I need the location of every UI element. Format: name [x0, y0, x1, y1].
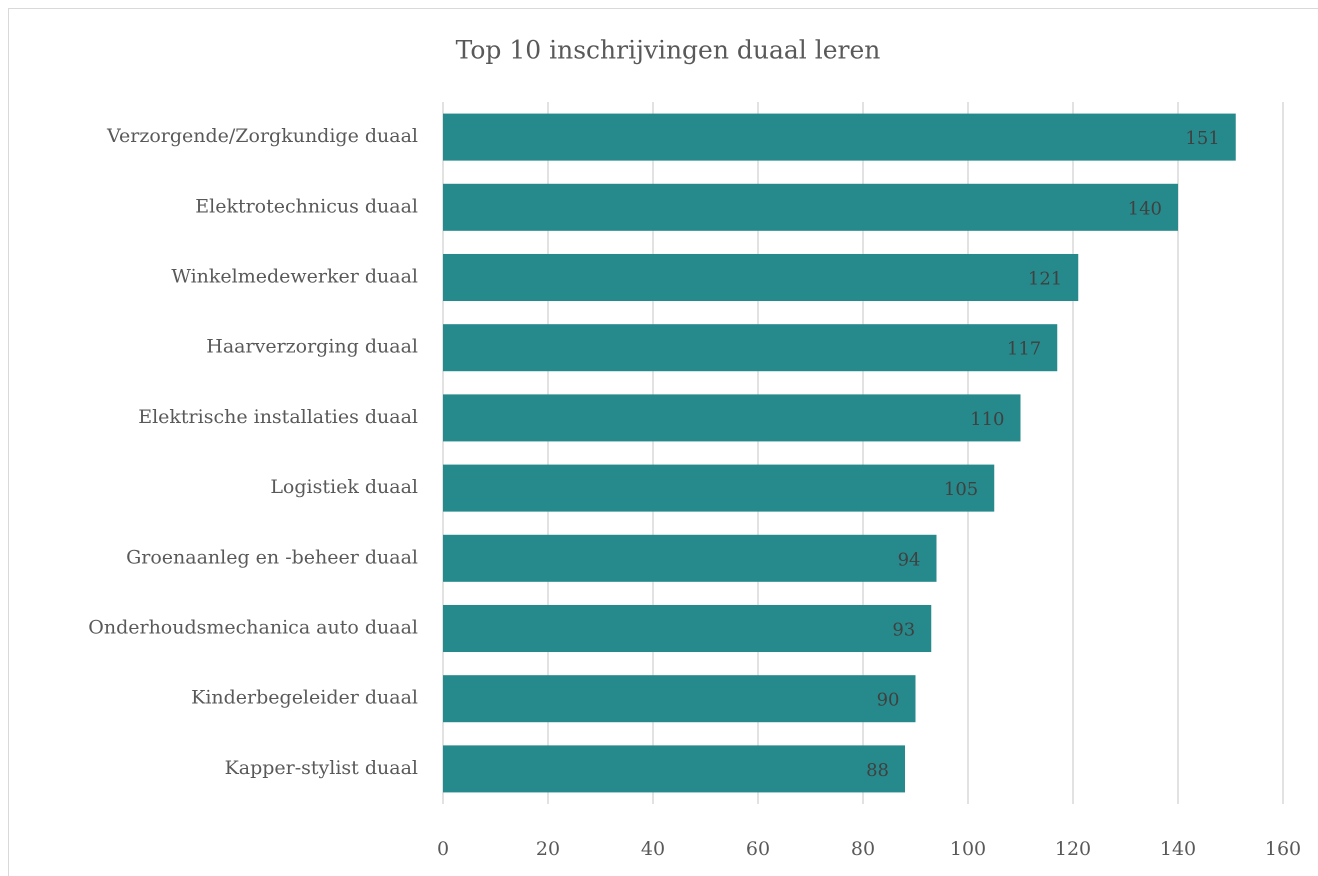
bar: [443, 675, 916, 723]
y-tick-label: Winkelmedewerker duaal: [171, 266, 418, 288]
x-tick-label: 100: [950, 838, 986, 860]
data-label: 117: [1007, 339, 1041, 360]
y-tick-label: Onderhoudsmechanica auto duaal: [88, 617, 418, 639]
x-tick-label: 160: [1265, 838, 1301, 860]
y-tick-label: Groenaanleg en -beheer duaal: [126, 546, 418, 568]
y-tick-label: Haarverzorging duaal: [206, 336, 418, 358]
x-tick-label: 40: [641, 838, 665, 860]
data-label: 140: [1128, 198, 1162, 219]
data-label: 121: [1028, 269, 1062, 290]
chart-title: Top 10 inschrijvingen duaal leren: [456, 36, 881, 65]
bar: [443, 183, 1178, 231]
data-label: 110: [970, 409, 1004, 430]
x-tick-label: 120: [1055, 838, 1091, 860]
bar: [443, 113, 1236, 161]
data-label: 151: [1185, 128, 1219, 149]
y-tick-label: Kinderbegeleider duaal: [191, 687, 418, 709]
x-tick-label: 20: [536, 838, 560, 860]
bar: [443, 324, 1058, 372]
data-label: 90: [877, 690, 900, 711]
data-label: 105: [944, 479, 978, 500]
data-label: 94: [898, 549, 921, 570]
y-tick-label: Elektrische installaties duaal: [138, 406, 418, 428]
y-tick-label: Elektrotechnicus duaal: [195, 195, 418, 217]
x-tick-label: 60: [746, 838, 770, 860]
x-tick-label: 0: [437, 838, 449, 860]
x-tick-label: 80: [851, 838, 875, 860]
data-label: 88: [866, 760, 889, 781]
y-tick-label: Logistiek duaal: [270, 476, 418, 498]
data-label: 93: [892, 620, 915, 641]
bar: [443, 604, 932, 653]
bar: [443, 253, 1079, 302]
bar: [443, 464, 995, 512]
y-tick-label: Verzorgende/Zorgkundige duaal: [106, 125, 418, 147]
bar: [443, 394, 1021, 442]
bar: [443, 745, 905, 793]
y-tick-label: Kapper-stylist duaal: [225, 757, 418, 779]
x-tick-label: 140: [1160, 838, 1196, 860]
bar: [443, 534, 937, 582]
